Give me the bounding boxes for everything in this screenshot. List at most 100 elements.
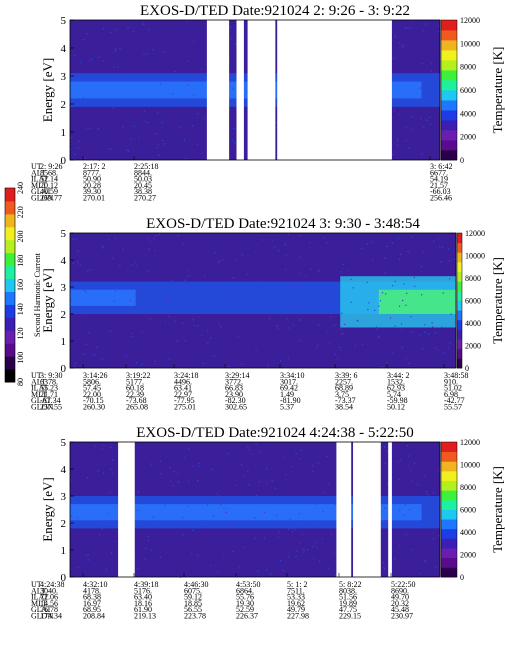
speckle xyxy=(115,49,117,51)
speckle xyxy=(299,318,301,320)
speckle xyxy=(437,238,439,240)
speckle xyxy=(311,470,314,472)
speckle xyxy=(72,262,74,264)
info-cell: 3:39: 6 xyxy=(335,371,357,380)
speckle xyxy=(335,503,337,505)
y2-tick-label: 12000 xyxy=(465,229,485,238)
speckle xyxy=(384,568,386,570)
speckle xyxy=(410,470,412,472)
info-cell: 62.93 xyxy=(387,384,405,393)
info-cell: 49.70 xyxy=(391,593,409,602)
speckle xyxy=(162,102,165,104)
speckle xyxy=(411,549,413,551)
y-tick-label: 0 xyxy=(61,572,67,584)
speckle xyxy=(384,446,386,448)
speckle xyxy=(411,128,414,131)
info-cell: 3772. xyxy=(225,377,243,386)
info-cell: 22.39 xyxy=(126,390,144,399)
speckle xyxy=(138,137,140,139)
speckle xyxy=(292,324,295,326)
speckle xyxy=(263,511,265,513)
speckle xyxy=(274,246,276,248)
speckle xyxy=(70,106,72,108)
info-cell: 3: 6:42 xyxy=(430,162,452,171)
speckle xyxy=(131,264,133,266)
y-tick-label: 4 xyxy=(61,43,67,55)
speckle xyxy=(383,567,385,569)
y2-tick-label: 2000 xyxy=(460,133,476,142)
info-cell: 49.79 xyxy=(287,605,305,614)
speckle xyxy=(119,48,121,50)
speckle xyxy=(192,529,194,532)
speckle xyxy=(187,60,189,62)
speckle xyxy=(149,240,151,242)
speckle xyxy=(405,27,407,29)
info-cell: 3:44: 2 xyxy=(387,371,409,380)
speckle xyxy=(193,94,195,96)
y2-tick-label: 12000 xyxy=(460,438,480,447)
info-cell: 69.42 xyxy=(280,384,298,393)
speckle xyxy=(384,257,386,259)
speckle xyxy=(327,567,330,569)
info-cell: 227.98 xyxy=(287,612,309,621)
temperature-scale-segment xyxy=(441,100,457,111)
speckle xyxy=(421,62,424,65)
speckle xyxy=(399,258,401,260)
speckle xyxy=(255,500,258,502)
speckle xyxy=(217,261,220,263)
speckle xyxy=(425,560,427,563)
energy-band-core xyxy=(70,504,422,521)
speckle xyxy=(339,346,341,348)
speckle xyxy=(83,289,85,291)
speckle xyxy=(434,332,436,334)
speckle xyxy=(298,319,301,321)
speckle xyxy=(420,265,423,268)
speckle xyxy=(449,342,451,344)
speckle xyxy=(276,514,278,516)
info-cell: 3:24:18 xyxy=(174,371,198,380)
speckle xyxy=(327,330,329,332)
speckle xyxy=(174,71,177,73)
speckle xyxy=(429,505,431,507)
info-cell: 22.00 xyxy=(83,390,101,399)
speckle xyxy=(78,567,80,569)
speckle xyxy=(313,558,315,560)
speckle xyxy=(285,268,287,271)
speckle xyxy=(413,331,415,333)
speckle xyxy=(417,99,419,102)
speckle xyxy=(417,75,419,77)
speckle xyxy=(108,239,110,241)
plot-frame xyxy=(69,232,457,369)
info-cell: 38.38 xyxy=(134,187,152,196)
speckle xyxy=(409,27,411,29)
speckle xyxy=(198,76,200,79)
speckle xyxy=(75,238,77,240)
speckle xyxy=(137,491,140,493)
speckle xyxy=(220,326,222,328)
speckle xyxy=(229,523,231,525)
temperature-scale-segment xyxy=(441,60,457,71)
speckle xyxy=(335,476,337,478)
speckle xyxy=(319,269,321,271)
speckle xyxy=(114,290,116,292)
speckle xyxy=(394,36,396,38)
speckle xyxy=(228,61,230,63)
speckle xyxy=(85,555,87,557)
speckle xyxy=(188,481,190,483)
speckle xyxy=(307,548,309,551)
info-row-label: ILAT xyxy=(31,384,48,393)
y-tick-label: 3 xyxy=(61,491,67,503)
speckle xyxy=(154,360,156,362)
speckle xyxy=(82,503,85,505)
speckle xyxy=(172,311,174,313)
y2-tick-label: 6000 xyxy=(460,506,476,515)
speckle xyxy=(209,565,212,567)
y2-tick-label: 0 xyxy=(460,573,464,582)
info-cell: -59.98 xyxy=(387,396,408,405)
speckle xyxy=(97,524,99,526)
info-cell: -70.15 xyxy=(83,396,104,405)
speckle xyxy=(437,349,440,351)
colorbar-segment xyxy=(5,200,15,215)
speckle xyxy=(287,358,289,360)
y-tick-label: 0 xyxy=(61,155,67,167)
